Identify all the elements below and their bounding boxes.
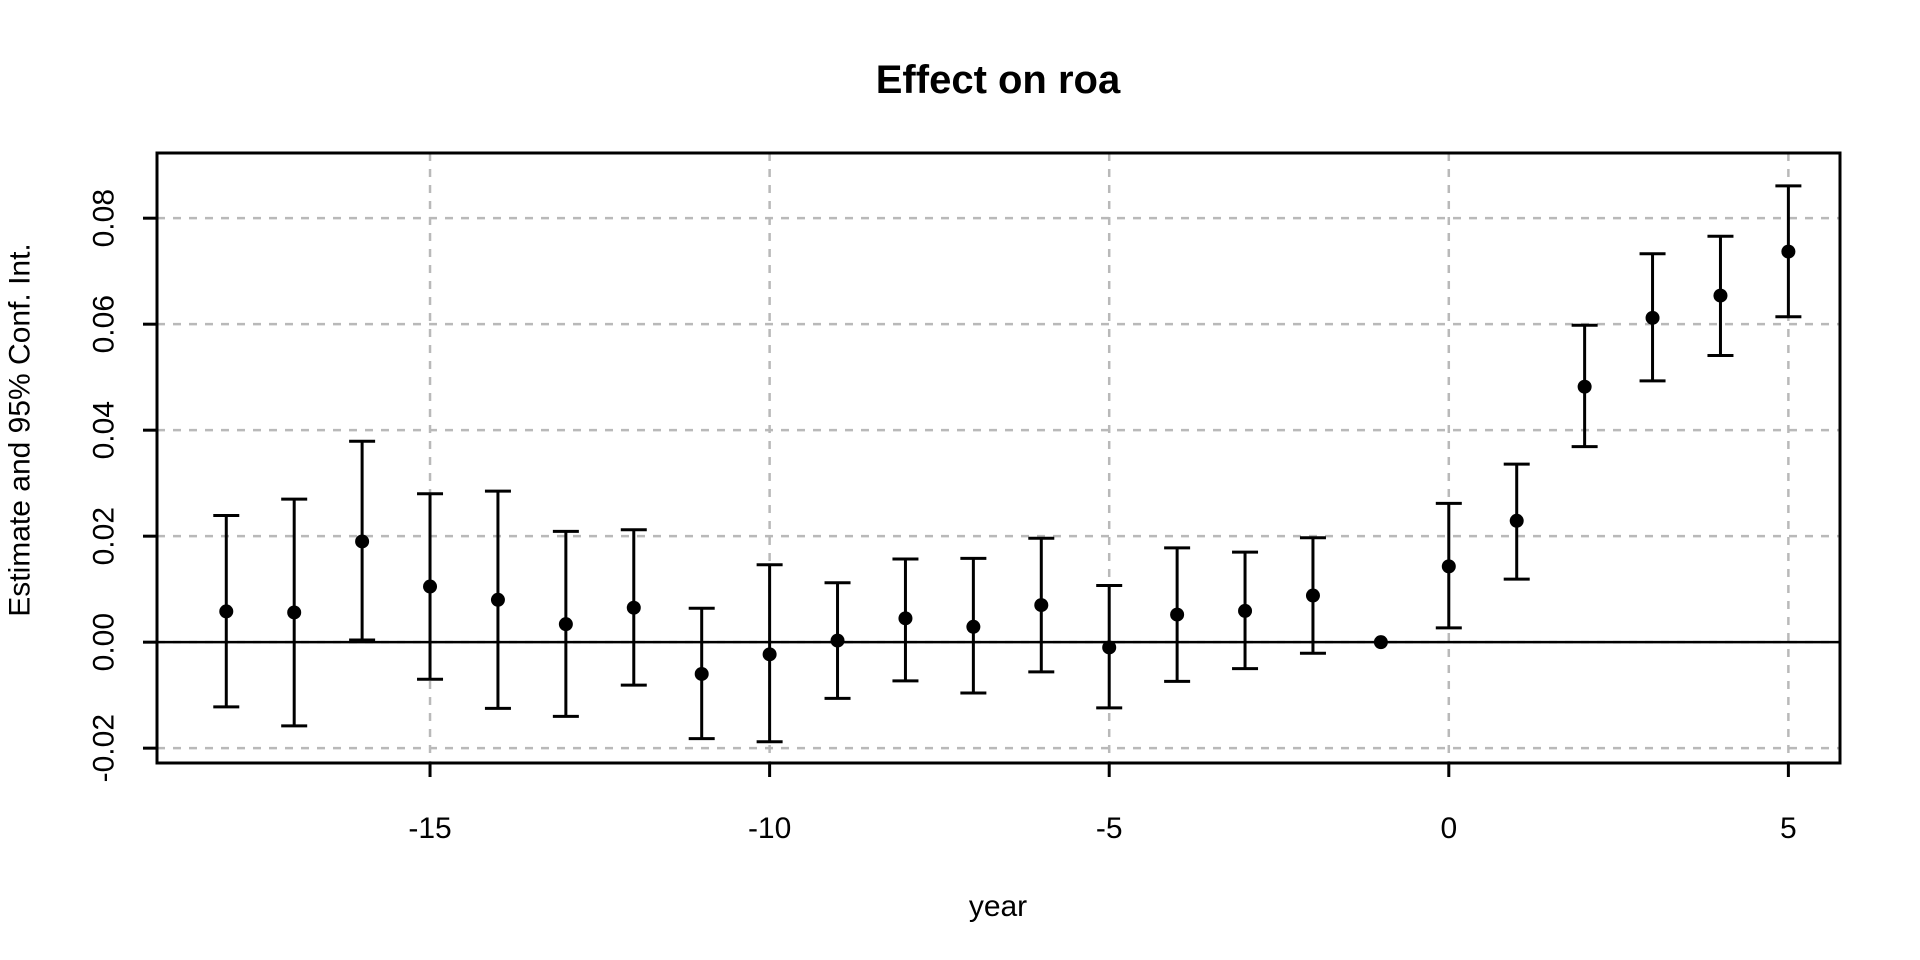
data-point — [1645, 310, 1660, 325]
data-point — [1102, 640, 1117, 655]
x-axis-title: year — [969, 890, 1027, 923]
data-point — [1373, 635, 1388, 650]
data-layer — [213, 184, 1802, 744]
chart-title: Effect on roa — [876, 58, 1121, 102]
y-tick-label: 0.02 — [88, 507, 121, 565]
x-tick-label: 5 — [1780, 812, 1797, 845]
grid-layer — [157, 153, 1840, 763]
data-point — [694, 666, 709, 681]
x-tick-label: -15 — [408, 812, 451, 845]
data-point — [830, 633, 845, 648]
data-point — [1034, 598, 1049, 613]
y-axis-title: Estimate and 95% Conf. Int. — [4, 243, 37, 617]
data-point — [898, 611, 913, 626]
y-tick-label: 0.08 — [88, 189, 121, 247]
data-point — [1441, 559, 1456, 574]
data-point — [355, 534, 370, 549]
x-tick-label: 0 — [1440, 812, 1457, 845]
x-tick-label: -5 — [1096, 812, 1123, 845]
data-point — [1238, 603, 1253, 618]
data-point — [558, 617, 573, 632]
plot-border — [155, 151, 1842, 765]
data-point — [1305, 588, 1320, 603]
data-point — [1713, 288, 1728, 303]
data-point — [966, 619, 981, 634]
y-tick-label: 0.06 — [88, 295, 121, 353]
data-point — [219, 604, 234, 619]
data-point — [490, 592, 505, 607]
y-tick-label: 0.04 — [88, 401, 121, 459]
x-tick-label: -10 — [748, 812, 791, 845]
axis-layer: -15 -10 -5 0 5 -0.02 0.00 0.02 0.04 0.06 0.08 — [88, 151, 1842, 845]
data-point — [1781, 244, 1796, 259]
data-point — [287, 605, 302, 620]
data-point — [1577, 379, 1592, 394]
data-point — [626, 600, 641, 615]
y-tick-label: 0.00 — [88, 613, 121, 671]
data-point — [1509, 513, 1524, 528]
data-point — [762, 647, 777, 662]
y-tick-label: -0.02 — [88, 714, 121, 782]
data-point — [423, 579, 438, 594]
data-point — [1170, 607, 1185, 622]
